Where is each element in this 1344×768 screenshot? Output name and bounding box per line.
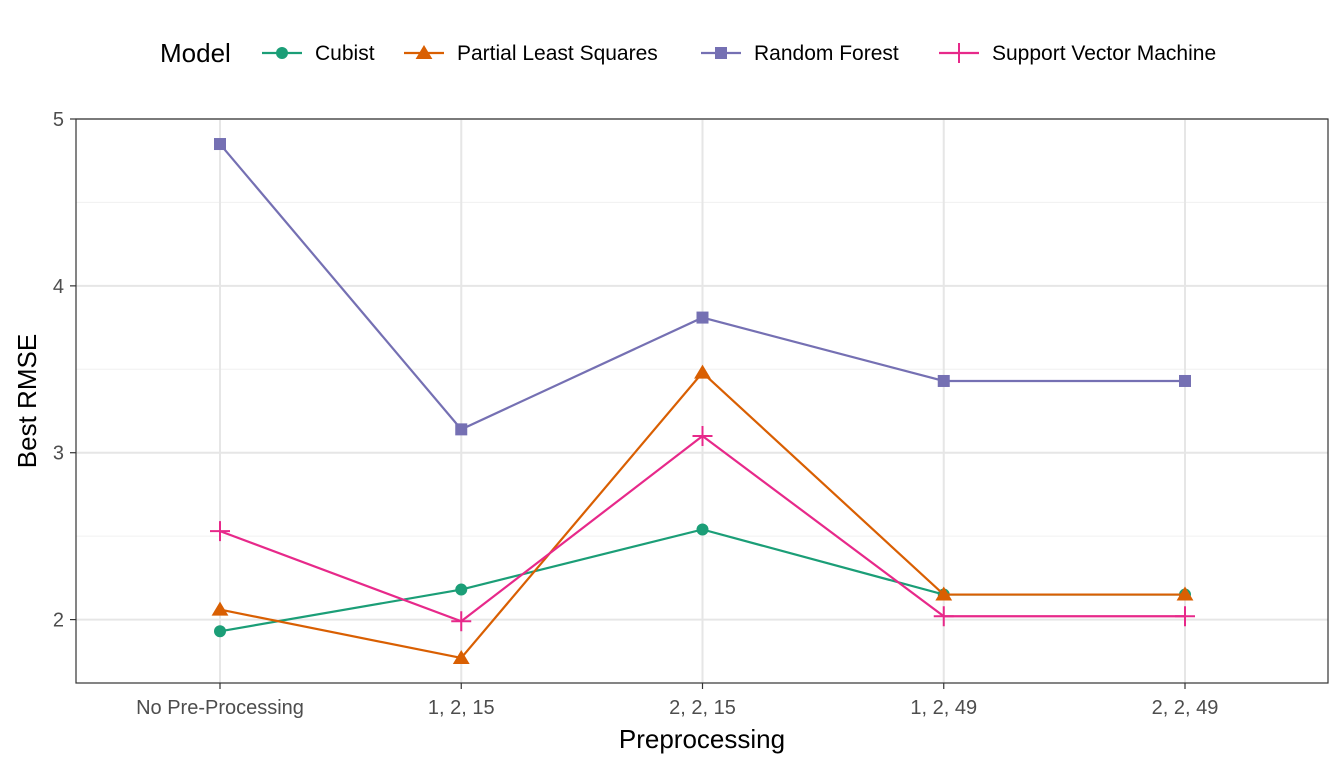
major-gridlines [76, 118, 1328, 683]
x-tick-label: 1, 2, 49 [910, 697, 977, 719]
x-axis-title: Preprocessing [619, 724, 785, 754]
data-point-partial-least-squares [211, 601, 229, 616]
legend-title: Model [160, 38, 231, 68]
legend-label: Support Vector Machine [992, 42, 1216, 65]
legend-key-marker [415, 45, 433, 59]
data-point-random-forest [696, 311, 709, 324]
data-point-support-vector-machine [692, 426, 713, 447]
data-point-random-forest [455, 423, 468, 436]
legend-key-marker [949, 43, 969, 63]
y-axis-title: Best RMSE [12, 334, 42, 468]
data-point-random-forest [937, 374, 950, 387]
data-point-support-vector-machine [210, 521, 230, 542]
data-point-support-vector-machine [1175, 606, 1195, 627]
legend-key-marker [276, 47, 288, 59]
y-tick-label: 3 [53, 443, 64, 465]
data-point-partial-least-squares [452, 649, 470, 664]
y-tick-label: 2 [53, 610, 64, 632]
legend-key-marker [715, 47, 727, 59]
x-tick-label: 2, 2, 49 [1152, 697, 1219, 719]
legend-label: Cubist [315, 42, 375, 65]
data-point-support-vector-machine [451, 611, 472, 632]
legend-item-partial-least-squares: Partial Least Squares [404, 42, 658, 65]
x-tick-label: 2, 2, 15 [669, 697, 736, 719]
data-point-cubist [696, 523, 709, 536]
legend-item-random-forest: Random Forest [701, 42, 899, 65]
series-layer [210, 138, 1195, 664]
data-point-cubist [214, 625, 226, 638]
data-point-random-forest [214, 138, 226, 151]
legend-label: Random Forest [754, 42, 899, 65]
data-point-cubist [455, 583, 468, 596]
x-tick-label: No Pre-Processing [136, 697, 304, 719]
data-point-random-forest [1179, 374, 1191, 387]
y-tick-label: 5 [53, 109, 64, 131]
data-point-partial-least-squares [694, 364, 711, 379]
data-point-support-vector-machine [933, 606, 954, 627]
data-point-partial-least-squares [935, 586, 953, 601]
data-point-partial-least-squares [1176, 586, 1194, 601]
legend-label: Partial Least Squares [457, 42, 658, 65]
legend-item-support-vector-machine: Support Vector Machine [939, 42, 1216, 65]
x-tick-label: 1, 2, 15 [428, 697, 495, 719]
y-tick-label: 4 [53, 276, 64, 298]
legend-item-cubist: Cubist [262, 42, 375, 65]
y-axis: 2 3 4 5 [53, 109, 76, 632]
legend: Model Cubist Partial Least Squares Random … [160, 38, 1216, 68]
x-axis: No Pre-Processing 1, 2, 15 2, 2, 15 1, 2, 4… [136, 683, 1218, 719]
